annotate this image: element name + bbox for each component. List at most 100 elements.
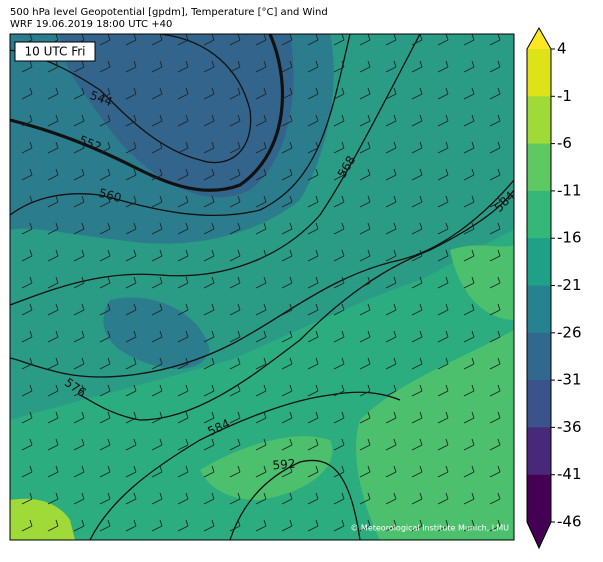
wind-barb [21,141,33,154]
wind-barb [177,411,189,424]
wind-barb [489,438,501,451]
wind-barb [463,195,475,208]
wind-barb [437,492,449,505]
wind-barb [255,438,267,451]
wind-barb [203,34,215,46]
contour-592 [229,459,361,540]
wind-barb [177,114,189,127]
wind-barb [281,34,293,46]
wind-barb [21,168,33,181]
wind-barb [463,384,475,397]
wind-barb [99,411,111,424]
wind-barb [229,168,241,181]
wind-barb [281,60,293,73]
wind-barb [73,411,85,424]
wind-barb [437,34,449,46]
wind-barb [411,465,423,478]
wind-barb [411,114,423,127]
wind-barb [73,276,85,289]
wind-barb [437,384,449,397]
wind-barb [99,141,111,154]
wind-barb [203,492,215,505]
contour-label: 560 [97,186,123,205]
colorbar-tick-label: -46 [557,513,582,531]
wind-barb [385,249,397,262]
wind-barb [463,249,475,262]
wind-barb [177,249,189,262]
wind-barb [437,249,449,262]
wind-barb [255,465,267,478]
wind-barb [229,411,241,424]
colorbar-tick-label: -31 [557,371,582,389]
wind-barb [359,438,371,451]
wind-barb [99,303,111,316]
wind-barb [255,330,267,343]
wind-barb [47,357,59,370]
wind-barb [333,411,345,424]
wind-barb [385,87,397,100]
wind-barb [99,249,111,262]
wind-barb [333,465,345,478]
credit: © Meteorological Institute Munich, LMU [350,524,509,533]
wind-barb [151,168,163,181]
wind-barb [229,438,241,451]
wind-barb [73,438,85,451]
warmer-region [200,245,514,540]
wind-barb [203,384,215,397]
wind-barb [281,330,293,343]
wind-barb [307,34,319,46]
wind-barb [99,465,111,478]
wind-barb [359,411,371,424]
wind-barb [333,195,345,208]
colorbar-band [527,96,551,145]
wind-barb [151,249,163,262]
contour-560 [10,34,351,216]
wind-barb [359,303,371,316]
wind-barb [463,330,475,343]
wind-barb [73,168,85,181]
wind-barb [489,249,501,262]
cold-pocket [103,297,210,369]
wind-barb [229,303,241,316]
contour-544 [10,34,252,164]
colorbar-tick-label: -11 [557,181,582,199]
wind-barb [307,195,319,208]
wind-barb [177,276,189,289]
wind-barb [151,492,163,505]
wind-barb [281,114,293,127]
wind-barb [307,249,319,262]
wind-barb [463,34,475,46]
wind-barb [281,465,293,478]
wind-barb [281,249,293,262]
wind-barb [333,168,345,181]
wind-barb [99,34,111,46]
wind-barb [151,34,163,46]
wind-barb [229,519,241,532]
wind-barb [463,303,475,316]
wind-barb [177,34,189,46]
wind-barb [255,519,267,532]
wind-barb [385,276,397,289]
wind-barb [21,60,33,73]
wind-barb [99,276,111,289]
wind-barb [229,357,241,370]
wind-barb [99,384,111,397]
wind-barb [255,357,267,370]
wind-barb [333,60,345,73]
wind-barb [203,114,215,127]
wind-barb [385,114,397,127]
wind-barb [411,249,423,262]
wind-barb [437,114,449,127]
wind-barb [21,114,33,127]
wind-barb [437,465,449,478]
wind-barb [229,34,241,46]
wind-barb [489,492,501,505]
colorbar-band [527,49,551,97]
wind-barb [21,465,33,478]
wind-barb [411,384,423,397]
wind-barb [437,168,449,181]
wind-barb [281,492,293,505]
wind-barb [73,357,85,370]
wind-barb [333,357,345,370]
wind-barb [411,222,423,235]
